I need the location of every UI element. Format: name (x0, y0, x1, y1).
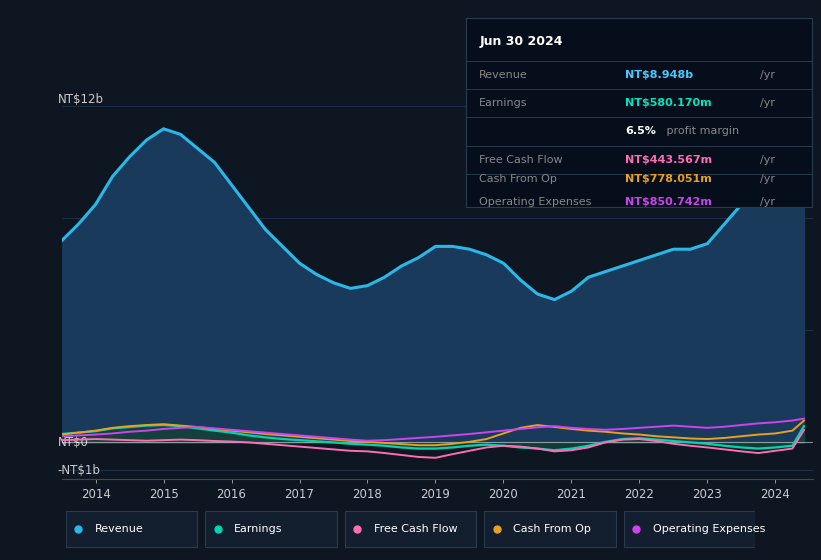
Text: Operating Expenses: Operating Expenses (653, 524, 765, 534)
Text: NT$850.742m: NT$850.742m (625, 197, 712, 207)
FancyBboxPatch shape (66, 511, 197, 547)
Text: /yr: /yr (760, 174, 775, 184)
FancyBboxPatch shape (484, 511, 616, 547)
Text: profit margin: profit margin (663, 127, 739, 137)
Text: /yr: /yr (760, 155, 775, 165)
Text: NT$778.051m: NT$778.051m (625, 174, 712, 184)
Text: Cash From Op: Cash From Op (513, 524, 591, 534)
Text: Jun 30 2024: Jun 30 2024 (479, 35, 563, 48)
Text: NT$8.948b: NT$8.948b (625, 69, 693, 80)
Text: Revenue: Revenue (479, 69, 528, 80)
Text: Free Cash Flow: Free Cash Flow (479, 155, 563, 165)
Text: /yr: /yr (760, 197, 775, 207)
Text: Revenue: Revenue (94, 524, 144, 534)
FancyBboxPatch shape (345, 511, 476, 547)
Text: /yr: /yr (760, 98, 775, 108)
Text: Earnings: Earnings (479, 98, 528, 108)
Text: NT$580.170m: NT$580.170m (625, 98, 712, 108)
Text: NT$12b: NT$12b (57, 94, 103, 106)
FancyBboxPatch shape (205, 511, 337, 547)
Text: /yr: /yr (760, 69, 775, 80)
Text: Free Cash Flow: Free Cash Flow (374, 524, 457, 534)
Text: NT$443.567m: NT$443.567m (625, 155, 712, 165)
Text: 6.5%: 6.5% (625, 127, 656, 137)
Text: Earnings: Earnings (234, 524, 282, 534)
Text: Cash From Op: Cash From Op (479, 174, 557, 184)
Text: -NT$1b: -NT$1b (57, 464, 101, 477)
Text: NT$0: NT$0 (57, 436, 89, 449)
FancyBboxPatch shape (624, 511, 755, 547)
Text: Operating Expenses: Operating Expenses (479, 197, 592, 207)
